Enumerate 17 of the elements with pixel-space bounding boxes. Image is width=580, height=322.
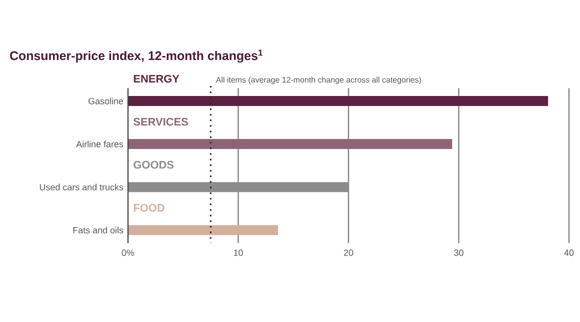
x-tick-label: 40	[564, 250, 574, 256]
x-tick-label: 20	[344, 250, 354, 256]
y-tick-label: Gasoline	[88, 98, 124, 104]
annotation: SERVICES	[134, 118, 188, 126]
x-tick-label: 0%	[122, 250, 134, 256]
chart-title: Consumer-price index, 12-month changes$^{1}$	[10, 50, 263, 63]
bar	[128, 96, 548, 106]
y-tick-label: Used cars and trucks	[40, 184, 124, 190]
bar	[128, 139, 452, 150]
x-tick-label: 10	[234, 250, 243, 256]
x-tick-label: 30	[454, 250, 464, 256]
annotation: GOODS	[134, 160, 174, 169]
annotation: FOOD	[134, 204, 164, 212]
text: ENERGY	[134, 74, 180, 83]
bar	[128, 225, 278, 236]
y-tick-label: Airline fares	[76, 140, 124, 148]
y-tick-label: Fats and oils	[73, 226, 124, 234]
